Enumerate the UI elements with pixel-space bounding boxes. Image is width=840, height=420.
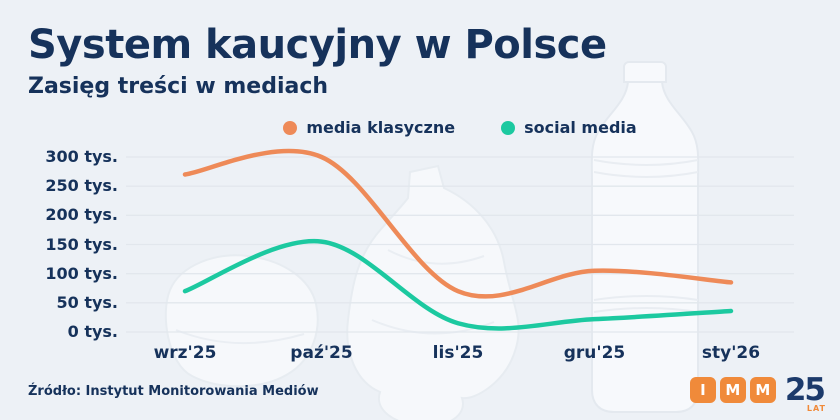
y-axis-label: 200 tys. bbox=[45, 205, 118, 225]
logo-years-number: 25 bbox=[784, 372, 826, 408]
logo-letter-m2: M bbox=[749, 377, 776, 403]
y-axis-label: 150 tys. bbox=[45, 234, 118, 254]
logo-years-suffix: LAT bbox=[806, 404, 826, 413]
logo-letter-i: I bbox=[689, 377, 716, 403]
logo-letter-m1: M bbox=[719, 377, 746, 403]
series-line-media-klasyczne bbox=[182, 148, 734, 299]
x-axis-label: wrz'25 bbox=[153, 343, 217, 363]
x-axis-label: lis'25 bbox=[432, 343, 484, 363]
imm-logo: I M M 25 LAT bbox=[689, 375, 826, 414]
page-subtitle: Zasięg treści w mediach bbox=[28, 74, 329, 99]
logo-anniversary: 25 LAT bbox=[785, 375, 826, 414]
legend-dot-media-klasyczne bbox=[283, 120, 298, 135]
x-axis-label: gru'25 bbox=[563, 343, 626, 363]
legend-label-social-media: social media bbox=[524, 118, 637, 137]
y-axis-label: 250 tys. bbox=[45, 176, 118, 196]
legend-item-media-klasyczne: media klasyczne bbox=[283, 118, 455, 137]
bottle-icon-crumpled-center bbox=[346, 164, 520, 420]
source-note: Źródło: Instytut Monitorowania Mediów bbox=[28, 384, 319, 399]
y-axis-label: 300 tys. bbox=[45, 147, 118, 166]
y-axis-label: 0 tys. bbox=[67, 322, 118, 341]
legend-label-media-klasyczne: media klasyczne bbox=[306, 118, 456, 137]
y-axis-label: 100 tys. bbox=[45, 263, 118, 283]
series-line-social-media bbox=[182, 238, 734, 331]
y-axis-label: 50 tys. bbox=[56, 292, 118, 312]
x-axis-label: sty'26 bbox=[701, 343, 761, 363]
page-title: System kaucyjny w Polsce bbox=[28, 22, 607, 68]
chart-legend: media klasyczne social media bbox=[80, 118, 840, 137]
x-axis-label: paź'25 bbox=[290, 343, 353, 363]
legend-dot-social-media bbox=[501, 120, 516, 135]
bottle-icon-crumpled-left bbox=[164, 254, 319, 388]
legend-item-social-media: social media bbox=[501, 118, 637, 137]
